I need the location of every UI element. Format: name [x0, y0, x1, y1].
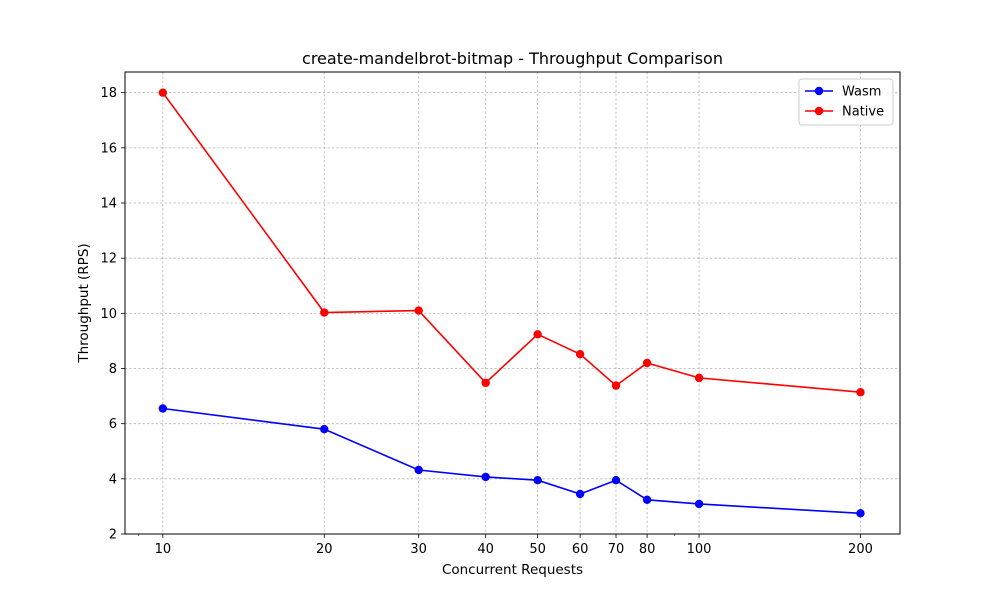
data-point-native	[694, 373, 704, 383]
chart-title: create-mandelbrot-bitmap - Throughput Co…	[302, 49, 723, 68]
x-tick-label: 200	[848, 542, 873, 557]
y-tick-label: 8	[109, 362, 117, 377]
x-tick-label: 80	[639, 542, 656, 557]
y-tick-label: 6	[109, 417, 117, 432]
x-tick-label: 70	[608, 542, 625, 557]
x-tick-label: 50	[529, 542, 546, 557]
y-tick-label: 12	[100, 252, 117, 267]
x-tick-label: 60	[572, 542, 589, 557]
data-point-native	[481, 378, 490, 388]
axes: 10 20 30 40 50 60 70 80 100 200 2 4 6 8 10 12 14 16 18	[100, 86, 872, 557]
data-point-wasm	[320, 424, 329, 434]
x-axis-label: Concurrent Requests	[442, 562, 583, 578]
series-line-native	[162, 92, 861, 394]
plot-frame	[124, 71, 901, 535]
data-point-native	[575, 349, 585, 359]
legend-label-wasm: Wasm	[842, 85, 881, 100]
legend-label-native: Native	[842, 105, 884, 120]
data-point-native	[320, 308, 329, 317]
data-point-wasm	[481, 472, 490, 482]
data-point-wasm	[414, 465, 423, 475]
data-point-native	[414, 306, 423, 315]
data-point-wasm	[856, 509, 865, 518]
y-tick-label: 4	[109, 472, 117, 487]
series-area	[158, 88, 865, 518]
data-point-native	[642, 358, 652, 368]
data-point-wasm	[533, 476, 542, 485]
y-tick-label: 10	[100, 307, 117, 322]
x-tick-label: 20	[316, 542, 333, 557]
data-point-wasm	[611, 476, 621, 485]
data-point-native	[611, 381, 621, 390]
legend: Wasm Native	[798, 78, 894, 126]
y-tick-label: 2	[109, 528, 117, 543]
y-axis-label: Throughput (RPS)	[76, 243, 92, 363]
data-point-wasm	[694, 499, 704, 509]
data-point-native	[158, 88, 168, 97]
y-tick-label: 14	[100, 197, 117, 212]
x-tick-label: 10	[155, 542, 172, 557]
data-point-wasm	[158, 404, 168, 413]
data-point-native	[856, 388, 865, 397]
data-point-native	[533, 330, 542, 339]
data-point-wasm	[642, 495, 652, 504]
x-tick-label: 100	[687, 542, 712, 557]
x-tick-label: 30	[410, 542, 427, 557]
y-tick-label: 16	[100, 141, 117, 156]
x-tick-label: 40	[477, 542, 494, 557]
data-point-wasm	[575, 489, 585, 499]
legend-marker-wasm	[814, 86, 824, 96]
series-line-wasm	[162, 407, 861, 515]
y-tick-label: 18	[100, 86, 117, 101]
legend-marker-native	[814, 106, 824, 116]
